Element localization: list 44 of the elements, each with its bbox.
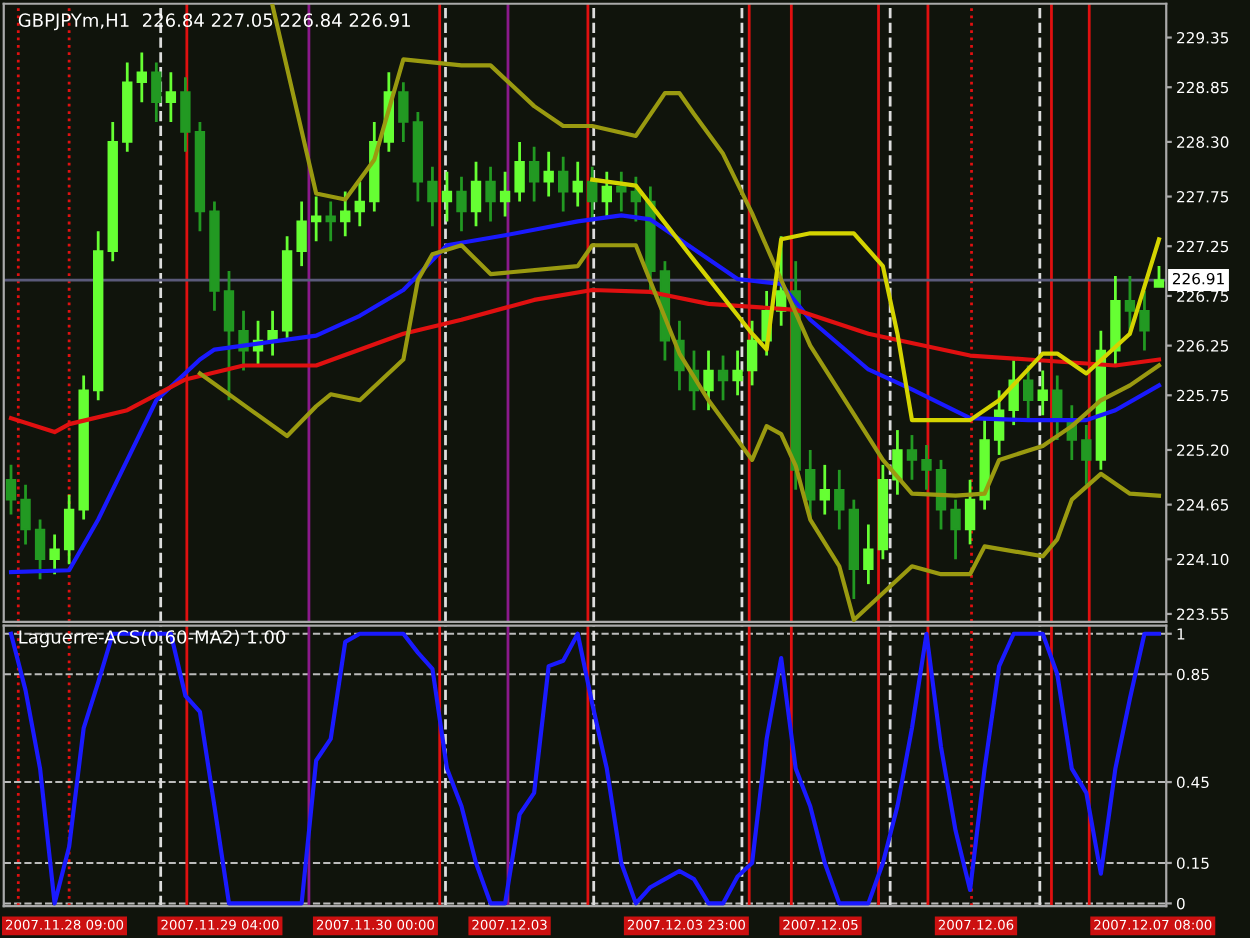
candlestick bbox=[964, 478, 976, 546]
candlestick bbox=[819, 463, 830, 516]
line-series bbox=[8, 213, 1162, 575]
candlestick bbox=[703, 349, 714, 412]
candlestick bbox=[398, 80, 409, 144]
candlestick bbox=[441, 170, 453, 223]
candlestick bbox=[151, 61, 162, 124]
line-series bbox=[197, 243, 1162, 622]
candlestick bbox=[340, 190, 351, 238]
candlestick bbox=[717, 354, 729, 402]
candlestick bbox=[950, 498, 961, 561]
candlestick bbox=[805, 448, 816, 521]
candlestick bbox=[601, 170, 612, 218]
line-series bbox=[590, 177, 1162, 423]
line-series bbox=[270, 3, 1162, 498]
candlestick bbox=[310, 195, 322, 243]
candlestick bbox=[470, 160, 482, 228]
candlestick bbox=[616, 170, 627, 213]
candlestick bbox=[49, 533, 60, 576]
candlestick bbox=[732, 349, 743, 397]
candlestick bbox=[528, 145, 540, 203]
candlestick bbox=[456, 175, 467, 233]
candlestick bbox=[325, 200, 336, 243]
candlestick bbox=[1023, 364, 1034, 422]
candlestick bbox=[427, 165, 438, 228]
candlestick bbox=[1139, 289, 1150, 352]
candlestick bbox=[572, 160, 583, 208]
candlestick bbox=[514, 140, 525, 203]
candlestick bbox=[906, 433, 918, 482]
candlestick bbox=[136, 51, 147, 104]
line-series bbox=[8, 631, 1162, 906]
candlestick bbox=[223, 269, 235, 402]
candlestick bbox=[296, 200, 307, 268]
candlestick bbox=[20, 483, 31, 546]
candlestick bbox=[558, 155, 569, 213]
candlestick bbox=[543, 150, 554, 198]
candlestick bbox=[34, 518, 46, 581]
candlestick bbox=[834, 468, 845, 531]
candlestick bbox=[354, 180, 365, 228]
candlestick bbox=[5, 463, 17, 516]
candlestick bbox=[1153, 264, 1165, 289]
candlestick bbox=[863, 523, 874, 586]
candlestick bbox=[165, 70, 177, 124]
candlestick bbox=[485, 165, 496, 223]
